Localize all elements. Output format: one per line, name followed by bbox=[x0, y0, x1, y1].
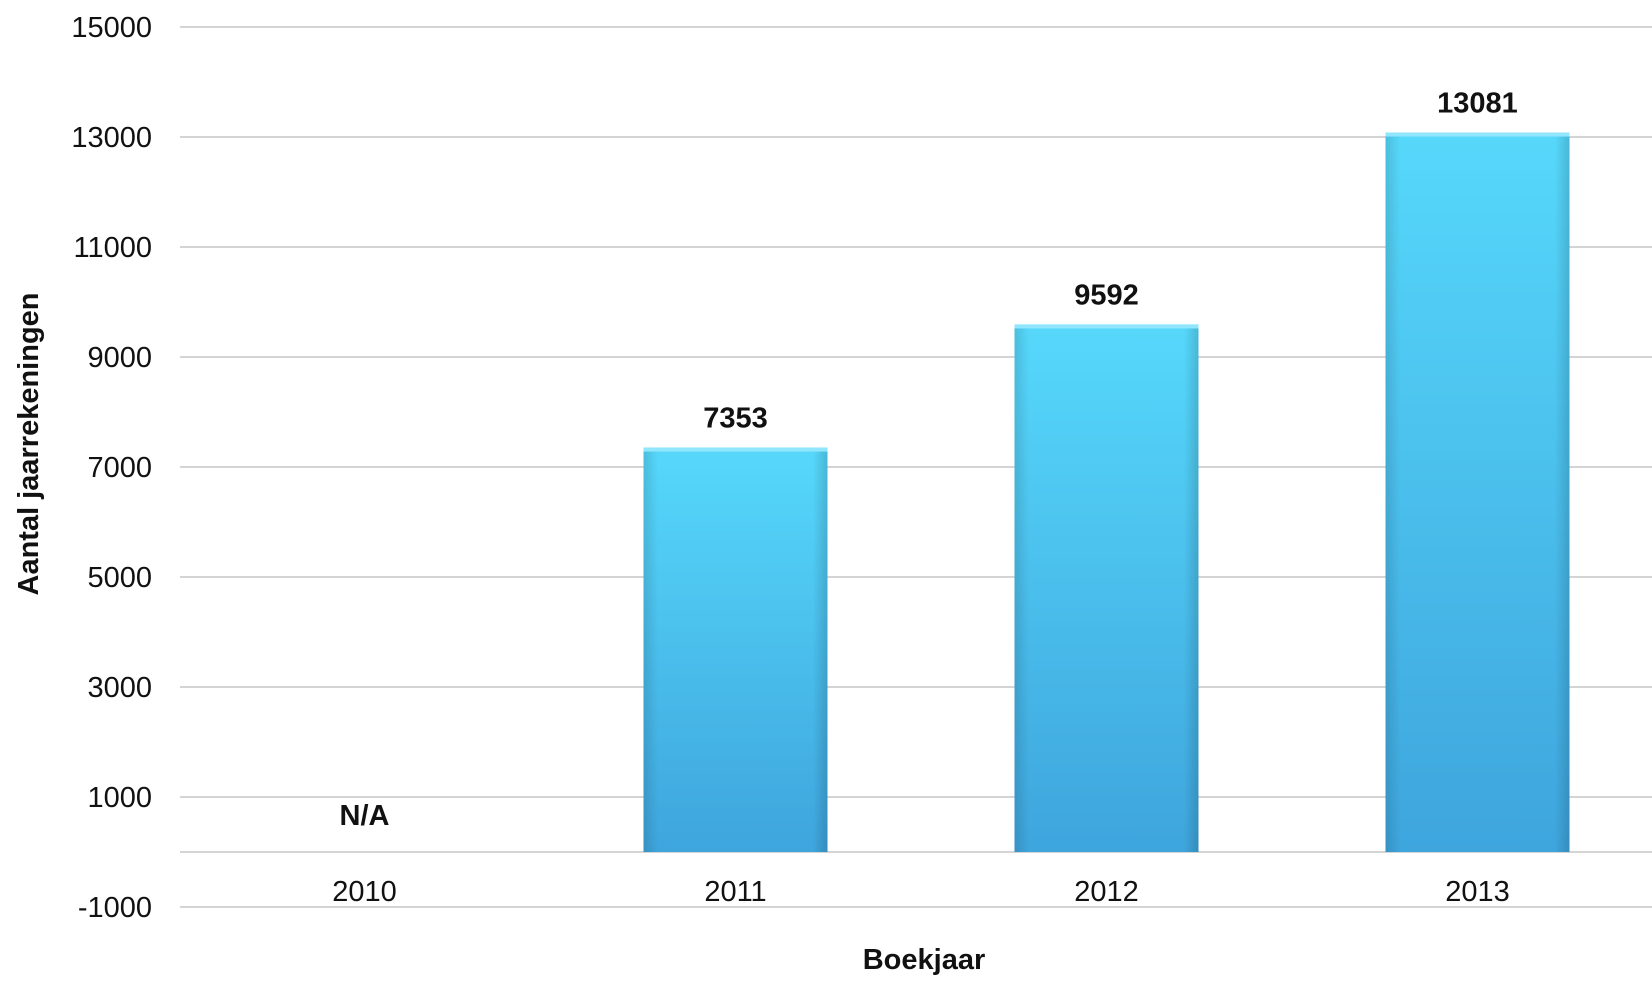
x-tick-label: 2010 bbox=[332, 876, 397, 908]
y-tick-label: 3000 bbox=[87, 672, 152, 704]
bar-shading bbox=[643, 447, 828, 852]
x-axis-title: Boekjaar bbox=[863, 944, 986, 976]
y-tick-label: -1000 bbox=[78, 892, 152, 924]
value-labels: N/A 7353 9592 13081 bbox=[340, 88, 1518, 832]
bar-top-highlight bbox=[1385, 132, 1570, 137]
value-label-2011: 7353 bbox=[703, 403, 768, 435]
value-label-2010: N/A bbox=[340, 800, 390, 832]
y-tick-label: 15000 bbox=[71, 12, 152, 44]
bar-shading bbox=[1385, 132, 1570, 853]
y-tick-label: 13000 bbox=[71, 122, 152, 154]
x-tick-label: 2013 bbox=[1445, 876, 1510, 908]
y-tick-label: 7000 bbox=[87, 452, 152, 484]
bar-top-highlight bbox=[1014, 324, 1199, 329]
value-label-2012: 9592 bbox=[1074, 279, 1139, 311]
bar-shading bbox=[1014, 324, 1199, 852]
y-tick-label: 5000 bbox=[87, 562, 152, 594]
y-tick-label: 9000 bbox=[87, 342, 152, 374]
x-tick-label: 2012 bbox=[1074, 876, 1139, 908]
value-label-2013: 13081 bbox=[1437, 88, 1518, 120]
bar-top-highlight bbox=[643, 447, 828, 452]
y-axis-ticks: -1000 1000 3000 5000 7000 9000 11000 13000 15000 bbox=[71, 12, 152, 924]
y-tick-label: 1000 bbox=[87, 782, 152, 814]
bar-2013 bbox=[1385, 132, 1570, 853]
x-axis-ticks: 2010 2011 2012 2013 bbox=[332, 876, 1510, 908]
bar-2011 bbox=[643, 447, 828, 852]
bar-2012 bbox=[1014, 324, 1199, 852]
y-tick-label: 11000 bbox=[74, 232, 153, 264]
x-tick-label: 2011 bbox=[704, 876, 766, 908]
y-axis-title: Aantal jaarrekeningen bbox=[13, 293, 45, 596]
bars bbox=[643, 132, 1570, 853]
